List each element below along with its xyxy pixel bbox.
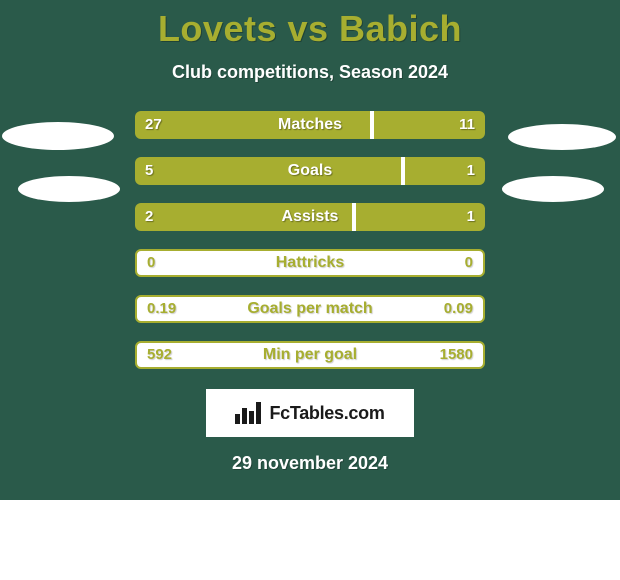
- stat-label: Min per goal: [137, 341, 483, 369]
- date-label: 29 november 2024: [0, 453, 620, 474]
- avatar-placeholder-left-1: [2, 122, 114, 150]
- stat-label: Goals per match: [137, 295, 483, 323]
- stat-label: Hattricks: [137, 249, 483, 277]
- stat-seg-gap: [401, 157, 405, 185]
- stat-seg-right: [370, 111, 486, 139]
- stat-seg-gap: [352, 203, 356, 231]
- avatar-placeholder-right-1: [508, 124, 616, 150]
- stat-rows: 2711Matches 51Goals 21Assists 0 0Hattricks 0.…: [135, 111, 485, 369]
- avatar-placeholder-left-2: [18, 176, 120, 202]
- stat-value-right: 1580: [440, 341, 473, 369]
- stat-row: 51Goals: [135, 157, 485, 185]
- subtitle: Club competitions, Season 2024: [0, 62, 620, 83]
- brand-bars-icon: [235, 402, 263, 424]
- stat-row: 0.19 0.09Goals per match: [135, 295, 485, 323]
- brand-text: FcTables.com: [269, 403, 384, 424]
- stat-seg-left: [135, 157, 401, 185]
- stat-seg-right: [401, 157, 485, 185]
- stat-row: 2711Matches: [135, 111, 485, 139]
- stat-value-right: 0: [465, 249, 473, 277]
- avatar-placeholder-right-2: [502, 176, 604, 202]
- stat-value-left: 0: [147, 249, 155, 277]
- stat-seg-gap: [370, 111, 374, 139]
- stat-value-right: 0.09: [444, 295, 473, 323]
- page-title: Lovets vs Babich: [0, 0, 620, 50]
- stat-row: 21Assists: [135, 203, 485, 231]
- stat-value-left: 0.19: [147, 295, 176, 323]
- stat-row: 0 0Hattricks: [135, 249, 485, 277]
- stat-seg-left: [135, 111, 370, 139]
- stat-row: 592 1580Min per goal: [135, 341, 485, 369]
- stat-seg-right: [352, 203, 485, 231]
- brand-box[interactable]: FcTables.com: [206, 389, 414, 437]
- stat-seg-left: [135, 203, 352, 231]
- stat-value-left: 592: [147, 341, 172, 369]
- comparison-panel: Lovets vs Babich Club competitions, Seas…: [0, 0, 620, 500]
